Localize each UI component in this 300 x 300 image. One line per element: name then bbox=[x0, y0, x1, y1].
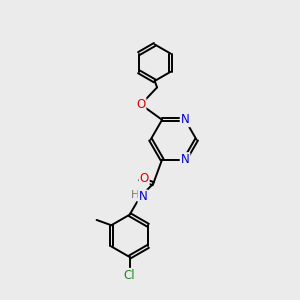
Text: N: N bbox=[181, 113, 189, 126]
Text: O: O bbox=[140, 172, 149, 185]
Text: H: H bbox=[130, 190, 139, 200]
Text: N: N bbox=[139, 190, 147, 203]
Text: O: O bbox=[136, 98, 146, 111]
Text: Cl: Cl bbox=[124, 269, 136, 282]
Text: N: N bbox=[181, 153, 189, 166]
